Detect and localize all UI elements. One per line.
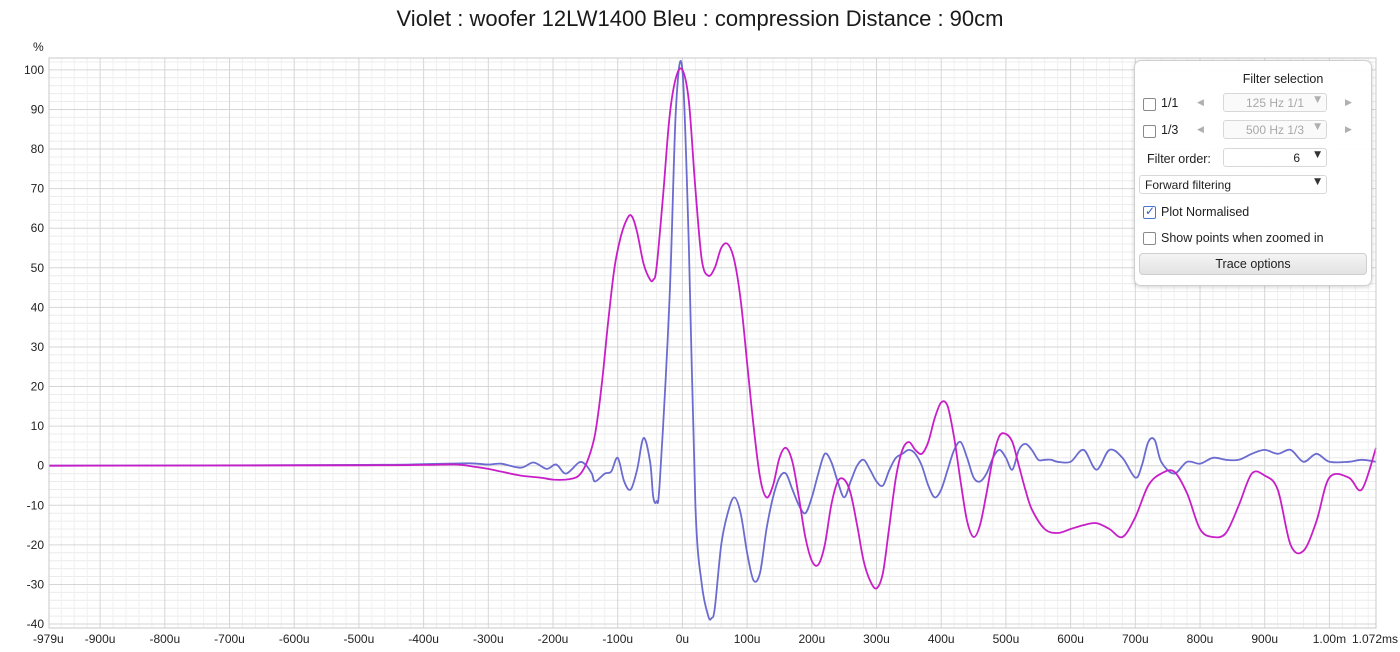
octave-1-select-value: 125 Hz 1/1: [1245, 96, 1305, 110]
y-tick-label: 10: [31, 419, 45, 433]
y-tick-label: -20: [27, 538, 45, 552]
x-tick-label: -800u: [149, 632, 180, 646]
chevron-down-icon: ▼: [1314, 122, 1321, 132]
x-tick-label: -100u: [602, 632, 633, 646]
trace-options-button[interactable]: Trace options: [1139, 253, 1367, 275]
plot-normalised-checkbox[interactable]: [1143, 204, 1156, 219]
x-tick-label: -700u: [214, 632, 245, 646]
x-tick-label: 400u: [928, 632, 955, 646]
show-points-checkbox[interactable]: [1143, 232, 1156, 245]
chevron-down-icon: ▼: [1314, 150, 1321, 160]
octave-1-prev-arrow[interactable]: ◀: [1197, 98, 1204, 108]
y-tick-label: 30: [31, 340, 45, 354]
show-points-label: Show points when zoomed in: [1161, 231, 1324, 245]
octave-1-next-arrow[interactable]: ▶: [1345, 98, 1352, 108]
filter-order-value: 6: [1293, 151, 1300, 165]
plot-normalised-label: Plot Normalised: [1161, 205, 1250, 219]
x-tick-label: 500u: [993, 632, 1020, 646]
x-tick-label: 100u: [734, 632, 761, 646]
filtering-mode-value: Forward filtering: [1145, 178, 1232, 192]
x-tick-label: 200u: [798, 632, 825, 646]
octave-3-select-value: 500 Hz 1/3: [1245, 123, 1305, 137]
x-tick-label: 800u: [1187, 632, 1214, 646]
y-tick-label: 50: [31, 261, 45, 275]
x-tick-label: 0u: [676, 632, 689, 646]
y-tick-label: -30: [27, 577, 45, 591]
chart-title: Violet : woofer 12LW1400 Bleu : compress…: [396, 6, 1004, 31]
filter-selection-heading: Filter selection: [1242, 72, 1324, 86]
x-tick-label: -300u: [473, 632, 504, 646]
x-tick-label: 1.072ms: [1352, 632, 1398, 646]
octave-3-select[interactable]: 500 Hz 1/3 ▼: [1223, 120, 1327, 139]
y-tick-label: 100: [24, 63, 44, 77]
y-tick-label: 0: [37, 459, 44, 473]
y-tick-label: 60: [31, 221, 45, 235]
x-tick-label: -400u: [408, 632, 439, 646]
series-line-2: [48, 67, 1377, 590]
x-tick-label: 1.00m: [1313, 632, 1346, 646]
x-tick-label: -900u: [85, 632, 116, 646]
x-tick-label: -500u: [344, 632, 375, 646]
x-tick-label: -600u: [279, 632, 310, 646]
x-tick-label: 600u: [1057, 632, 1084, 646]
filter-selection-panel: Filter selection 1/1 ◀ 125 Hz 1/1 ▼ ▶ 1/…: [1134, 60, 1372, 286]
octave-1-checkbox[interactable]: [1143, 98, 1156, 111]
x-tick-label: -979u: [33, 632, 64, 646]
filter-order-select[interactable]: 6 ▼: [1223, 148, 1327, 167]
octave-1-select[interactable]: 125 Hz 1/1 ▼: [1223, 93, 1327, 112]
x-tick-label: 700u: [1122, 632, 1149, 646]
y-tick-label: 90: [31, 102, 45, 116]
filtering-mode-select[interactable]: Forward filtering ▼: [1139, 175, 1327, 194]
y-tick-label: 70: [31, 182, 45, 196]
y-tick-label: -40: [27, 617, 45, 631]
filter-order-label: Filter order:: [1147, 152, 1211, 166]
plot-frame: [48, 57, 1377, 629]
octave-3-prev-arrow[interactable]: ◀: [1197, 125, 1204, 135]
chevron-down-icon: ▼: [1314, 95, 1321, 105]
y-tick-label: 80: [31, 142, 45, 156]
y-axis-unit: %: [33, 40, 44, 54]
x-tick-label: 900u: [1251, 632, 1278, 646]
series-line-1: [48, 60, 1377, 621]
octave-3-checkbox[interactable]: [1143, 125, 1156, 138]
y-tick-label: 40: [31, 300, 45, 314]
x-tick-label: -200u: [538, 632, 569, 646]
octave-1-label: 1/1: [1161, 96, 1179, 110]
octave-3-label: 1/3: [1161, 123, 1179, 137]
octave-3-next-arrow[interactable]: ▶: [1345, 125, 1352, 135]
x-tick-label: 300u: [863, 632, 890, 646]
chevron-down-icon: ▼: [1314, 177, 1321, 187]
y-tick-label: -10: [27, 498, 45, 512]
y-tick-label: 20: [31, 380, 45, 394]
